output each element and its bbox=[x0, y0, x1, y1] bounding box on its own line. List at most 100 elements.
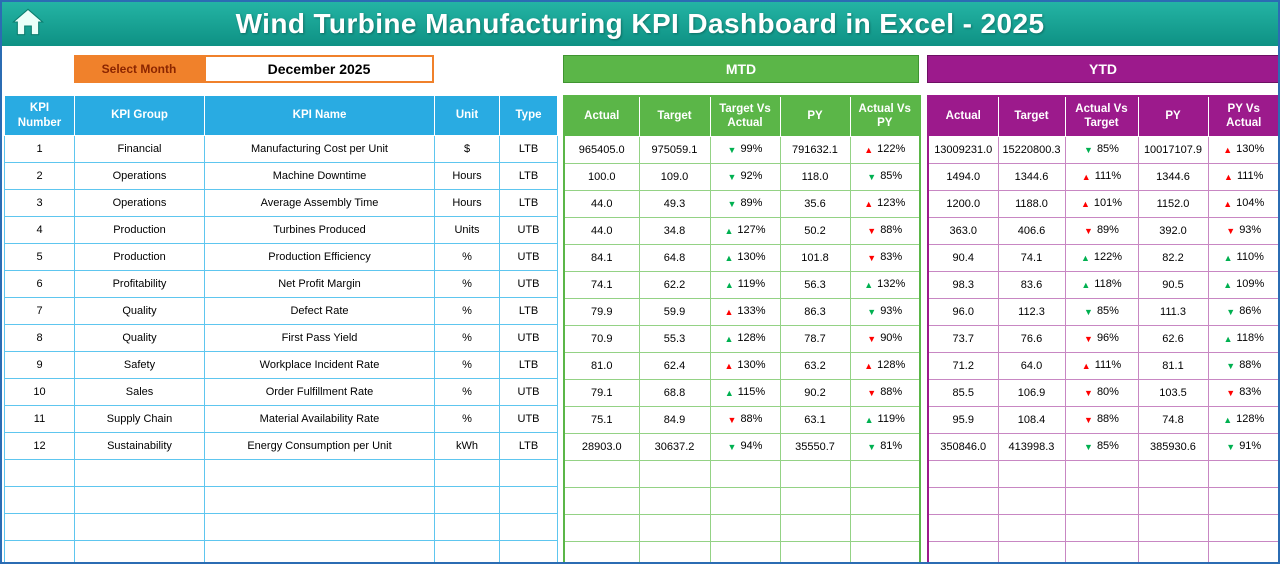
ytd-actual-vs-target-cell: ▼ 85% bbox=[1064, 297, 1139, 326]
arrow-up-icon: ▲ bbox=[864, 279, 874, 290]
ytd-actual-vs-target-cell: ▲ 122% bbox=[1064, 243, 1139, 272]
ytd-py-cell: 62.6 bbox=[1137, 324, 1209, 353]
mtd-actual-cell: 28903.0 bbox=[563, 432, 640, 461]
mtd-py-cell: 86.3 bbox=[779, 297, 851, 326]
trend-value: 91% bbox=[1239, 440, 1262, 453]
ytd-actual-vs-target-cell: ▲ 101% bbox=[1064, 189, 1139, 218]
mtd-actual-cell: 74.1 bbox=[563, 270, 640, 299]
ytd-actual-cell: 71.2 bbox=[927, 351, 999, 380]
trend-value: 93% bbox=[1239, 224, 1262, 237]
ytd-actual-cell: 85.5 bbox=[927, 378, 999, 407]
trend-value: 88% bbox=[740, 413, 763, 426]
kpi-unit-cell: % bbox=[434, 324, 500, 352]
home-icon bbox=[11, 6, 45, 43]
empty-row bbox=[563, 459, 921, 488]
mtd-column-header-0: Actual bbox=[563, 95, 640, 137]
mtd-actual-cell: 44.0 bbox=[563, 216, 640, 245]
kpi-name-cell: Workplace Incident Rate bbox=[204, 351, 435, 379]
empty-cell bbox=[1064, 540, 1139, 562]
ytd-target-cell: 83.6 bbox=[997, 270, 1066, 299]
mtd-py-cell: 78.7 bbox=[779, 324, 851, 353]
kpi-type-cell: UTB bbox=[499, 405, 558, 433]
ytd-actual-cell: 98.3 bbox=[927, 270, 999, 299]
ytd-column-header-0: Actual bbox=[927, 95, 999, 137]
mtd-actual-cell: 79.1 bbox=[563, 378, 640, 407]
ytd-actual-cell: 90.4 bbox=[927, 243, 999, 272]
empty-cell bbox=[499, 459, 558, 487]
ytd-py-cell: 1344.6 bbox=[1137, 162, 1209, 191]
ytd-column-header-4: PY Vs Actual bbox=[1207, 95, 1278, 137]
mtd-py-cell: 50.2 bbox=[779, 216, 851, 245]
mtd-actual-vs-py-cell: ▲ 128% bbox=[849, 351, 921, 380]
empty-cell bbox=[204, 540, 435, 562]
arrow-down-icon: ▼ bbox=[727, 414, 737, 425]
kpi-group-cell: Quality bbox=[74, 324, 205, 352]
mtd-target-cell: 84.9 bbox=[638, 405, 711, 434]
arrow-down-icon: ▼ bbox=[1084, 441, 1093, 452]
ytd-actual-cell: 13009231.0 bbox=[927, 135, 999, 164]
trend-value: 94% bbox=[740, 440, 763, 453]
mtd-data-row: 965405.0 975059.1 ▼ 99% 791632.1 ▲ 122% bbox=[563, 135, 921, 164]
trend-value: 101% bbox=[1093, 197, 1123, 210]
empty-cell bbox=[563, 486, 640, 515]
kpi-unit-cell: Hours bbox=[434, 189, 500, 217]
ytd-actual-cell: 1200.0 bbox=[927, 189, 999, 218]
empty-row bbox=[563, 540, 921, 562]
trend-value: 85% bbox=[880, 170, 903, 183]
month-dropdown[interactable]: December 2025 bbox=[204, 55, 434, 83]
mtd-target-vs-actual-cell: ▲ 115% bbox=[709, 378, 781, 407]
mtd-data-row: 84.1 64.8 ▲ 130% 101.8 ▼ 83% bbox=[563, 243, 921, 272]
ytd-py-vs-actual-cell: ▲ 110% bbox=[1207, 243, 1278, 272]
kpi-number-cell: 2 bbox=[4, 162, 75, 190]
kpi-name-cell: Turbines Produced bbox=[204, 216, 435, 244]
ytd-data-row: 13009231.0 15220800.3 ▼ 85% 10017107.9 ▲ 130% bbox=[927, 135, 1278, 164]
arrow-up-icon: ▲ bbox=[864, 198, 874, 209]
empty-cell bbox=[927, 486, 999, 515]
select-month-label: Select Month bbox=[74, 55, 204, 83]
kpi-unit-cell: % bbox=[434, 270, 500, 298]
arrow-up-icon: ▲ bbox=[724, 252, 734, 263]
kpi-group-cell: Sales bbox=[74, 378, 205, 406]
title-banner: Wind Turbine Manufacturing KPI Dashboard… bbox=[2, 2, 1278, 46]
trend-value: 132% bbox=[877, 278, 906, 291]
arrow-up-icon: ▲ bbox=[1223, 144, 1233, 155]
mtd-banner: MTD bbox=[563, 55, 919, 83]
trend-value: 89% bbox=[1096, 224, 1119, 237]
arrow-down-icon: ▼ bbox=[867, 441, 877, 452]
ytd-data-row: 98.3 83.6 ▲ 118% 90.5 ▲ 109% bbox=[927, 270, 1278, 299]
mtd-actual-vs-py-cell: ▲ 132% bbox=[849, 270, 921, 299]
ytd-data-row: 363.0 406.6 ▼ 89% 392.0 ▼ 93% bbox=[927, 216, 1278, 245]
arrow-down-icon: ▼ bbox=[1226, 360, 1236, 371]
empty-cell bbox=[74, 513, 205, 541]
kpi-number-cell: 4 bbox=[4, 216, 75, 244]
empty-cell bbox=[1137, 459, 1209, 488]
empty-cell bbox=[563, 513, 640, 542]
trend-value: 89% bbox=[740, 197, 763, 210]
kpi-type-cell: LTB bbox=[499, 351, 558, 379]
arrow-up-icon: ▲ bbox=[864, 414, 874, 425]
kpi-info-header-row: KPI Number KPI Group KPI Name Unit Type bbox=[4, 95, 558, 136]
kpi-info-row: 2 Operations Machine Downtime Hours LTB bbox=[4, 162, 558, 190]
kpi-unit-cell: $ bbox=[434, 135, 500, 163]
ytd-py-cell: 103.5 bbox=[1137, 378, 1209, 407]
arrow-up-icon: ▲ bbox=[724, 360, 734, 371]
ytd-target-cell: 1344.6 bbox=[997, 162, 1066, 191]
empty-cell bbox=[1137, 513, 1209, 542]
arrow-down-icon: ▼ bbox=[1084, 414, 1093, 425]
trend-value: 130% bbox=[737, 251, 766, 264]
trend-value: 88% bbox=[880, 386, 903, 399]
empty-row bbox=[927, 513, 1278, 542]
trend-value: 104% bbox=[1236, 197, 1265, 210]
kpi-info-row: 3 Operations Average Assembly Time Hours LTB bbox=[4, 189, 558, 217]
kpi-group-cell: Quality bbox=[74, 297, 205, 325]
arrow-down-icon: ▼ bbox=[1084, 144, 1093, 155]
kpi-type-cell: UTB bbox=[499, 270, 558, 298]
kpi-number-cell: 10 bbox=[4, 378, 75, 406]
trend-value: 130% bbox=[737, 359, 766, 372]
mtd-actual-vs-py-cell: ▲ 123% bbox=[849, 189, 921, 218]
arrow-down-icon: ▼ bbox=[727, 441, 737, 452]
ytd-py-cell: 111.3 bbox=[1137, 297, 1209, 326]
mtd-target-vs-actual-cell: ▲ 128% bbox=[709, 324, 781, 353]
home-button[interactable] bbox=[10, 6, 46, 42]
ytd-data-row: 85.5 106.9 ▼ 80% 103.5 ▼ 83% bbox=[927, 378, 1278, 407]
